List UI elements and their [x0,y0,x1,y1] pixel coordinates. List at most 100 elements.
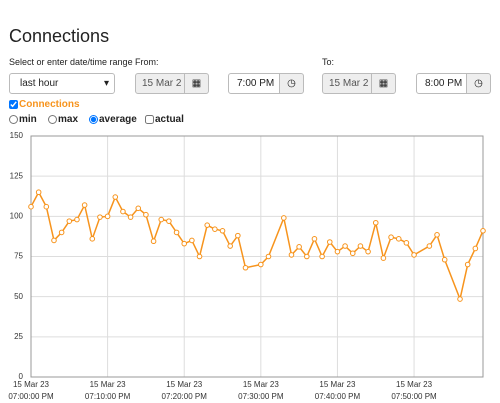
data-point [150,238,157,245]
x-tick-label: 15 Mar 23 07:40:00 PM [314,380,361,401]
data-point [196,253,203,260]
stat-option[interactable]: average [89,114,137,125]
from-label: From: [135,57,159,67]
data-point [334,248,341,255]
stat-label: average [99,114,137,125]
data-point [472,245,479,252]
data-point [158,216,165,223]
stat-radio[interactable] [89,115,98,124]
x-tick-label: 15 Mar 23 07:00:00 PM [8,380,54,401]
series-checkbox[interactable] [9,100,18,109]
data-point [319,253,325,260]
y-tick-label: 0 [19,372,24,381]
range-label: Select or enter date/time range [9,57,133,67]
data-point [74,216,80,223]
data-point [311,236,318,242]
x-tick-label: 15 Mar 23 07:10:00 PM [84,380,131,401]
data-point [135,205,142,212]
data-point [434,232,440,238]
data-point [380,255,387,261]
dropdown-arrow: ▾ [103,78,109,89]
data-point [265,253,272,260]
stat-option[interactable]: min [9,114,37,125]
data-point [342,243,348,249]
x-tick-label: 15 Mar 23 07:50:00 PM [391,380,437,401]
data-point [173,229,180,236]
data-point [303,253,310,260]
x-tick-label: 15 Mar 23 07:30:00 PM [238,380,284,401]
data-point [189,237,195,244]
range-value: last hour [20,78,59,89]
stat-label: max [58,114,79,125]
data-point [242,264,249,271]
from-calendar-button[interactable]: ▦ [184,73,209,94]
data-point [365,248,371,255]
range-select[interactable]: last hour ▾ [9,73,115,94]
to-date-value: 15 Mar 2 [329,78,369,89]
from-date-value: 15 Mar 2 [142,78,182,89]
data-point [395,236,402,242]
data-point [43,203,50,210]
data-point [326,239,333,245]
data-point [35,189,42,196]
stat-radio[interactable] [48,115,57,124]
data-point [480,227,486,234]
stat-radio[interactable] [9,115,18,124]
data-point [403,240,410,246]
data-point [97,214,103,220]
x-tick-label: 15 Mar 23 07:20:00 PM [161,380,207,401]
data-point [204,222,211,228]
y-tick-label: 150 [10,131,24,140]
data-point [66,218,73,224]
legend-item[interactable]: Connections [9,99,80,110]
stat-option[interactable]: max [48,114,78,125]
y-tick-label: 75 [14,252,23,261]
data-point [441,256,448,263]
data-point [181,240,188,247]
data-point [81,202,88,208]
data-point [28,203,34,210]
to-label: To: [322,57,335,67]
to-calendar-button[interactable]: ▦ [371,73,396,94]
data-point [166,218,172,224]
data-point [219,227,226,234]
data-point [212,226,218,232]
data-point [426,243,433,249]
data-point [457,296,463,302]
plot-border [30,135,484,378]
actual-checkbox[interactable] [145,115,154,124]
data-point [411,252,417,258]
from-time-value: 7:00 PM [237,78,275,89]
actual-label: actual [155,114,184,125]
data-point [281,215,287,221]
data-point [349,250,356,257]
data-point [388,234,394,241]
data-point [58,229,65,236]
page-title: Connections [9,26,110,46]
y-tick-label: 125 [10,171,24,180]
to-time-value: 8:00 PM [425,78,463,89]
data-point [127,214,134,220]
data-point [143,211,149,218]
data-point [258,261,264,268]
from-clock-button[interactable]: ◷ [279,73,304,94]
to-clock-button[interactable]: ◷ [466,73,491,94]
legend-label: Connections [19,99,80,110]
data-point [357,243,364,249]
y-tick-label: 100 [10,211,24,220]
data-point [235,232,241,239]
y-tick-label: 25 [14,332,23,341]
data-point [464,261,471,268]
actual-option[interactable]: actual [145,114,184,125]
data-point [120,208,126,215]
data-point [112,194,119,200]
data-point [89,236,96,242]
from-time[interactable]: 7:00 PM [228,73,280,94]
data-point [51,237,57,244]
data-point [104,213,111,220]
data-point [288,252,295,258]
data-point [296,244,302,250]
stat-label: min [19,114,37,125]
